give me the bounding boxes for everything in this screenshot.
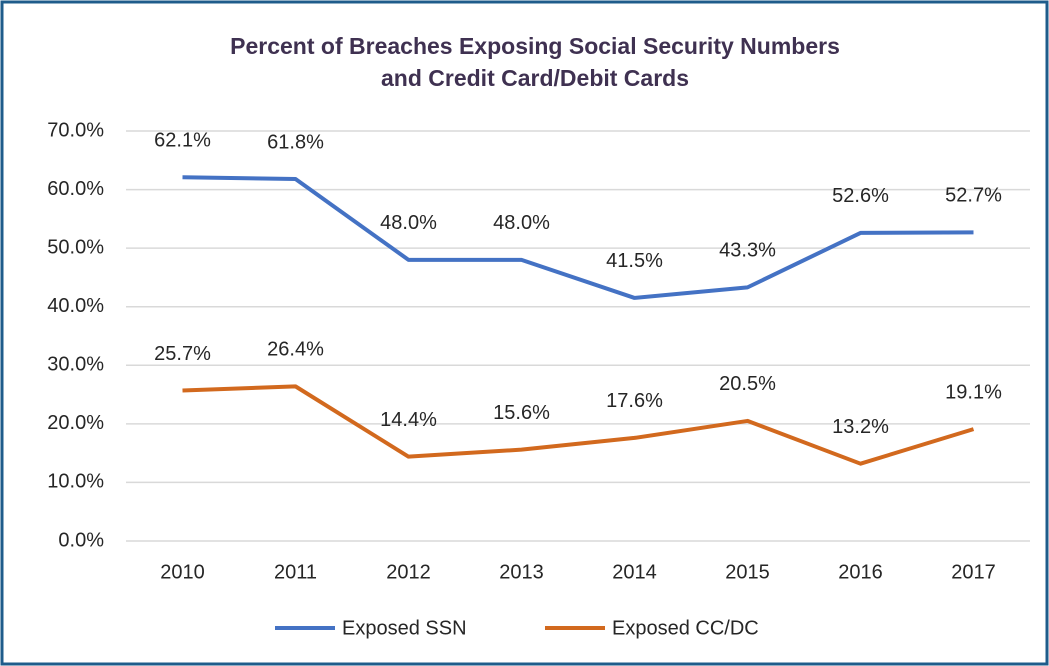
data-label: 52.7% xyxy=(945,185,1002,207)
y-tick-label: 40.0% xyxy=(47,295,104,317)
chart-title: Percent of Breaches Exposing Social Secu… xyxy=(230,33,840,59)
data-label: 43.3% xyxy=(719,240,776,262)
data-label: 19.1% xyxy=(945,381,1002,403)
y-tick-label: 0.0% xyxy=(58,529,104,551)
data-label: 26.4% xyxy=(267,339,324,361)
y-tick-label: 60.0% xyxy=(47,178,104,200)
data-label: 41.5% xyxy=(606,250,663,272)
y-tick-label: 70.0% xyxy=(47,119,104,141)
chart-title: and Credit Card/Debit Cards xyxy=(381,65,689,91)
x-tick-label: 2011 xyxy=(274,561,317,583)
data-label: 14.4% xyxy=(380,409,437,431)
legend-label: Exposed CC/DC xyxy=(612,617,759,639)
data-label: 48.0% xyxy=(380,212,437,234)
data-label: 52.6% xyxy=(832,185,889,207)
y-tick-label: 50.0% xyxy=(47,236,104,258)
data-label: 62.1% xyxy=(154,130,211,152)
x-tick-label: 2017 xyxy=(951,561,996,583)
data-label: 20.5% xyxy=(719,373,776,395)
y-tick-label: 30.0% xyxy=(47,354,104,376)
x-tick-label: 2010 xyxy=(160,561,205,583)
data-label: 61.8% xyxy=(267,131,324,153)
x-tick-label: 2015 xyxy=(725,561,770,583)
y-tick-label: 10.0% xyxy=(47,471,104,493)
x-tick-label: 2012 xyxy=(386,561,431,583)
y-tick-label: 20.0% xyxy=(47,412,104,434)
data-label: 17.6% xyxy=(606,390,663,412)
legend-label: Exposed SSN xyxy=(342,617,467,639)
x-tick-label: 2013 xyxy=(499,561,544,583)
series-line xyxy=(182,175,974,300)
data-label: 13.2% xyxy=(832,416,889,438)
data-label: 48.0% xyxy=(493,212,550,234)
data-label: 25.7% xyxy=(154,343,211,365)
data-label: 15.6% xyxy=(493,402,550,424)
x-tick-label: 2014 xyxy=(612,561,657,583)
x-tick-label: 2016 xyxy=(838,561,883,583)
series-line xyxy=(182,384,975,466)
